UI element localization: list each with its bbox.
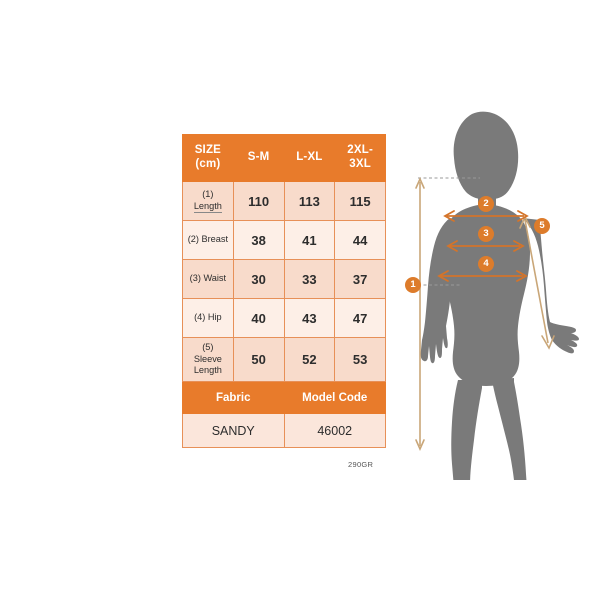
measurement-badge-5: 5 [534, 218, 550, 234]
cell-waist-2xl3xl: 37 [334, 259, 386, 299]
measurement-arrows [415, 177, 555, 451]
header-col-sm: S-M [232, 134, 285, 182]
row-label-sleeve-length: (5) Sleeve Length [182, 337, 234, 382]
row5-line2: Sleeve [193, 353, 222, 364]
cell-hip-sm: 40 [232, 298, 285, 338]
cell-length-sm: 110 [232, 181, 285, 221]
table-row: (5) Sleeve Length 50 52 53 [182, 337, 386, 382]
table-footer-value-row: SANDY 46002 [182, 413, 386, 448]
cell-length-lxl: 113 [283, 181, 336, 221]
row1-name: Length [193, 201, 222, 213]
header-size-label: SIZE (cm) [182, 134, 234, 182]
row-label-hip: (4) Hip [182, 298, 234, 338]
cell-breast-2xl3xl: 44 [334, 220, 386, 260]
footer-header-fabric: Fabric [182, 381, 285, 414]
arrow-waist-3 [446, 240, 525, 252]
cell-length-2xl3xl: 115 [334, 181, 386, 221]
measurement-badge-4: 4 [478, 256, 494, 272]
cell-waist-sm: 30 [232, 259, 285, 299]
cell-hip-lxl: 43 [283, 298, 336, 338]
cell-breast-sm: 38 [232, 220, 285, 260]
guide-dashed-lines [418, 177, 480, 286]
cell-sleeve-sm: 50 [232, 337, 285, 382]
arrow-breast-2 [443, 210, 529, 222]
size-chart-table: SIZE (cm) S-M L-XL 2XL- 3XL (1) Length 1… [182, 134, 386, 448]
footer-value-fabric: SANDY [182, 413, 285, 448]
table-row: (4) Hip 40 43 47 [182, 298, 386, 338]
row5-line1: (5) [202, 342, 214, 353]
cell-waist-lxl: 33 [283, 259, 336, 299]
header-col3-line2: 3XL [349, 158, 371, 170]
measurement-badge-3: 3 [478, 226, 494, 242]
table-footer-header-row: Fabric Model Code [182, 381, 386, 414]
header-col-2xl3xl: 2XL- 3XL [334, 134, 386, 182]
header-size-line1: SIZE [194, 144, 222, 157]
row-label-length: (1) Length [182, 181, 234, 221]
table-row: (3) Waist 30 33 37 [182, 259, 386, 299]
arrow-hip-4 [437, 270, 528, 282]
measurement-figure-panel [400, 100, 600, 480]
table-header-row: SIZE (cm) S-M L-XL 2XL- 3XL [182, 134, 386, 182]
header-col-lxl: L-XL [283, 134, 336, 182]
row1-index: (1) [202, 189, 214, 199]
measurement-badge-2: 2 [478, 196, 494, 212]
row5-line3: Length [193, 365, 222, 376]
footer-header-model-code: Model Code [283, 381, 386, 414]
header-size-line2: (cm) [195, 158, 221, 170]
cell-hip-2xl3xl: 47 [334, 298, 386, 338]
female-silhouette-diagram [415, 111, 579, 480]
cell-sleeve-2xl3xl: 53 [334, 337, 386, 382]
footer-value-model-code: 46002 [283, 413, 386, 448]
arrow-length-1 [415, 177, 425, 451]
cell-sleeve-lxl: 52 [283, 337, 336, 382]
row-label-waist: (3) Waist [182, 259, 234, 299]
weight-note: 290GR [348, 460, 374, 469]
header-col3-line1: 2XL- [347, 144, 373, 157]
table-row: (2) Breast 38 41 44 [182, 220, 386, 260]
table-row: (1) Length 110 113 115 [182, 181, 386, 221]
body-silhouette-shape [420, 111, 579, 480]
row-label-breast: (2) Breast [182, 220, 234, 260]
measurement-badge-1: 1 [405, 277, 421, 293]
cell-breast-lxl: 41 [283, 220, 336, 260]
